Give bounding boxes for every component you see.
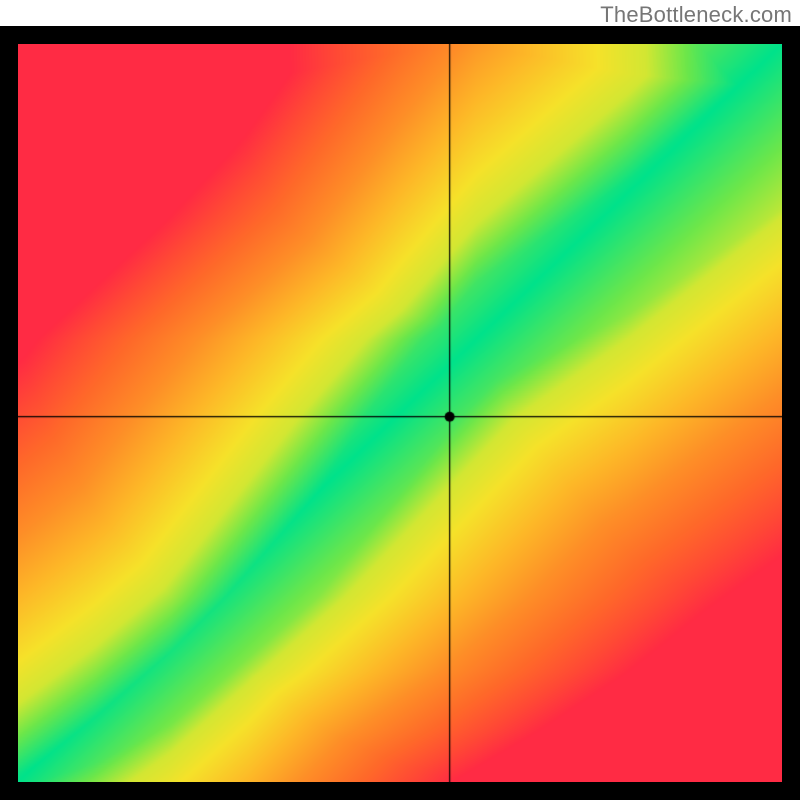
figure-root: TheBottleneck.com: [0, 0, 800, 800]
heatmap-canvas: [18, 44, 782, 782]
attribution-text: TheBottleneck.com: [600, 2, 792, 28]
plot-frame: [0, 26, 800, 800]
